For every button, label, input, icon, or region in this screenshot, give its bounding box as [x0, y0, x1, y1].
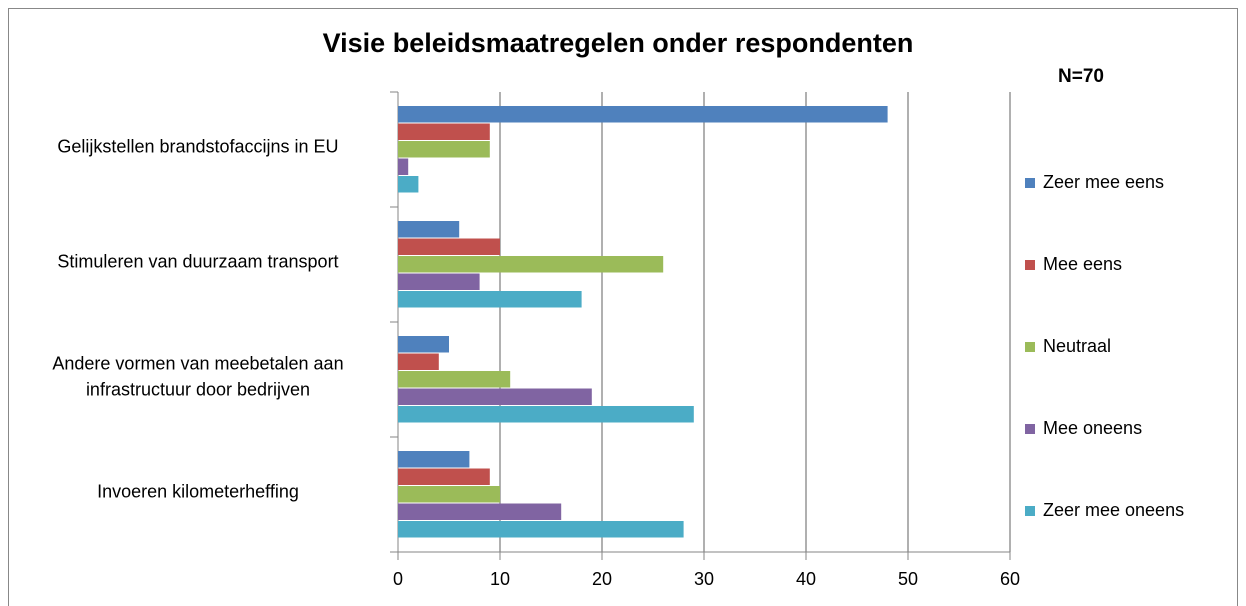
legend-label: Zeer mee oneens: [1043, 500, 1184, 520]
legend-label: Mee eens: [1043, 254, 1122, 274]
bar: [398, 371, 511, 388]
x-tick-label: 50: [898, 569, 918, 589]
bar: [398, 176, 419, 193]
bar: [398, 388, 592, 405]
category-label: Invoeren kilometerheffing: [97, 481, 299, 501]
bar: [398, 291, 582, 308]
category-label: Gelijkstellen brandstofaccijns in EU: [57, 136, 338, 156]
category-label: Stimuleren van duurzaam transport: [57, 251, 338, 271]
bar: [398, 503, 562, 520]
bar: [398, 468, 490, 485]
legend-swatch: [1025, 178, 1035, 188]
bar: [398, 123, 490, 140]
legend-swatch: [1025, 506, 1035, 516]
annotation: N=70: [1058, 66, 1104, 87]
bar: [398, 256, 664, 273]
x-tick-label: 0: [393, 569, 403, 589]
bar: [398, 486, 500, 503]
x-tick-label: 30: [694, 569, 714, 589]
bar: [398, 221, 460, 238]
legend-label: Zeer mee eens: [1043, 172, 1164, 192]
x-tick-label: 10: [490, 569, 510, 589]
bar: [398, 336, 449, 353]
bar: [398, 273, 480, 290]
legend-label: Neutraal: [1043, 336, 1111, 356]
bar: [398, 141, 490, 158]
legend-swatch: [1025, 260, 1035, 270]
chart-title: Visie beleidsmaatregelen onder responden…: [323, 28, 914, 58]
bar: [398, 521, 684, 538]
x-tick-label: 20: [592, 569, 612, 589]
bar: [398, 353, 439, 370]
bar: [398, 238, 500, 255]
bar: [398, 406, 694, 423]
bar: [398, 158, 409, 175]
bar: [398, 106, 888, 123]
legend-swatch: [1025, 424, 1035, 434]
bar: [398, 451, 470, 468]
x-tick-label: 60: [1000, 569, 1020, 589]
x-tick-label: 40: [796, 569, 816, 589]
legend-label: Mee oneens: [1043, 418, 1142, 438]
legend-swatch: [1025, 342, 1035, 352]
category-label: Andere vormen van meebetalen aan infrastr…: [52, 353, 343, 399]
